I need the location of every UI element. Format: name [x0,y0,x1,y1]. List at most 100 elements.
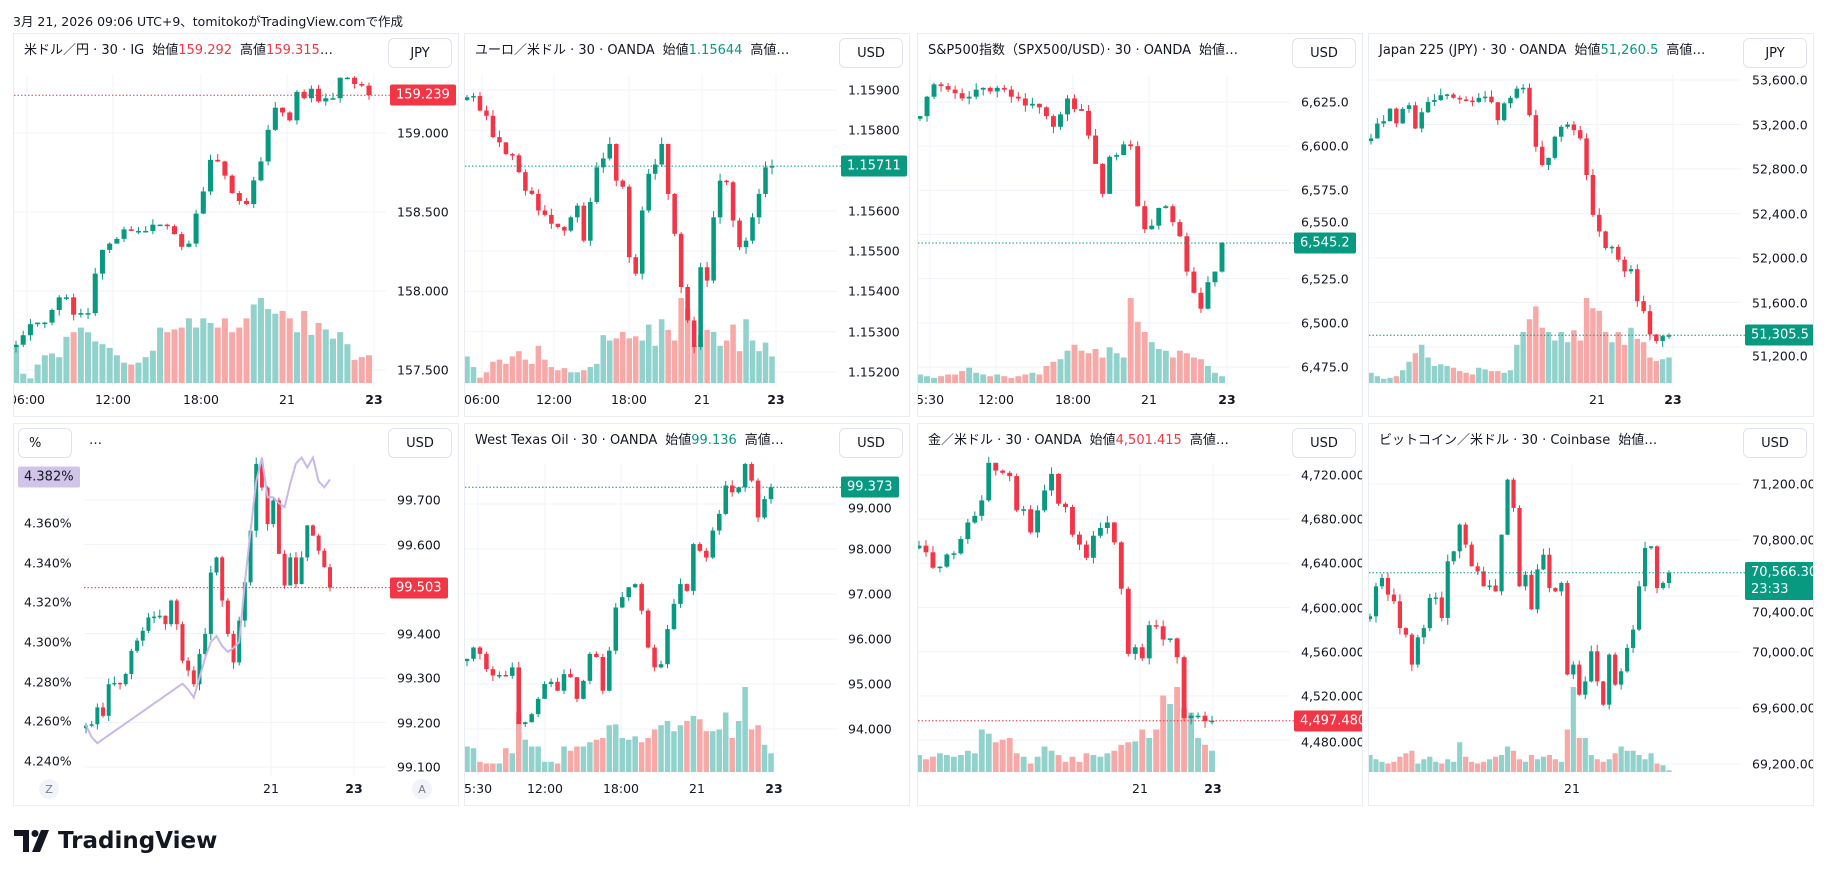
open-label: 始値 [665,433,692,448]
currency-button[interactable]: USD [839,428,903,458]
candle [958,539,964,554]
volume-bar [63,336,70,383]
symbol-title[interactable]: S&P500指数（SPX500/USD）· 30 · OANDA [928,43,1192,58]
currency-button[interactable]: JPY [1743,38,1807,68]
volume-bar [1369,372,1374,383]
chart-legend[interactable]: 金／米ドル · 30 · OANDA 始値4,501.415 高値… [928,433,1229,449]
volume-bar [1431,366,1438,383]
symbol-title[interactable]: 金／米ドル · 30 · OANDA [928,433,1082,448]
chart-canvas[interactable] [14,34,459,417]
candle [652,647,657,668]
chart-panel[interactable]: 1.15900 1.15800 1.15600 1.15500 1.15400 1.153… [464,33,910,417]
time-axis-tick-label: 18:00 [182,392,220,407]
candle [1107,156,1113,194]
volume-bar [1043,366,1050,383]
currency-button[interactable]: JPY [388,38,452,68]
candle [678,584,683,604]
symbol-title[interactable]: ユーロ／米ドル · 30 · OANDA [475,43,655,58]
candle [1369,616,1373,620]
chart-canvas[interactable] [1369,424,1814,806]
volume-bar [690,715,697,772]
scale-button-z[interactable]: Z [39,779,59,799]
volume-bar [924,376,930,383]
volume-bar [931,377,938,383]
currency-button[interactable]: USD [388,428,452,458]
volume-bar [645,738,651,772]
last-price-value: 4,497.480 [1300,713,1363,729]
volume-bar [1421,759,1427,772]
chart-panel[interactable]: 6,625.0 6,600.0 6,575.0 6,550.0 6,525.0 6,500… [917,33,1363,417]
candle [966,96,972,99]
symbol-title[interactable]: West Texas Oil · 30 · OANDA [475,433,658,448]
candle [1469,544,1474,567]
chart-canvas[interactable] [14,424,459,806]
tradingview-logo[interactable]: TradingView [14,828,217,854]
volume-bar [185,318,192,383]
chart-legend[interactable]: 米ドル／円 · 30 · IG 始値159.292 高値159.315… [24,43,333,59]
chart-panel[interactable]: 4,720.000 4,680.000 4,640.000 4,600.000 4,56… [917,423,1363,806]
currency-button[interactable]: USD [1292,428,1356,458]
chart-panel[interactable]: 71,200.00 70,800.00 70,400.00 70,000.00 69,6… [1368,423,1814,806]
chart-canvas[interactable] [465,424,910,806]
time-axis-tick-label: 06:00 [14,392,46,407]
volume-bar [638,742,645,772]
candle [497,137,502,143]
bar-countdown: 23:33 [1751,581,1789,597]
chart-panel[interactable]: 4.360% 4.340% 4.320% 4.300% 4.280% 4.260% 4.24… [13,423,459,806]
volume-bar [762,342,769,383]
symbol-title[interactable]: ビットコイン／米ドル · 30 · Coinbase [1379,433,1611,448]
candle [1118,542,1124,589]
volume-bar [1439,763,1445,772]
volume-bar [164,332,171,383]
chart-panel[interactable]: 99.000 98.000 97.000 96.000 95.000 94.000 5:30… [464,423,910,806]
volume-bar [128,364,135,383]
chart-legend[interactable]: West Texas Oil · 30 · OANDA 始値99.136 高値… [475,433,784,449]
volume-bar [470,748,477,772]
candle [959,93,965,99]
chart-canvas[interactable] [918,424,1363,806]
chart-panel[interactable]: 159.000 158.500 158.000 157.500 06:00 12:00 18… [13,33,459,417]
volume-bar [135,362,142,383]
chart-canvas[interactable] [465,34,910,417]
volume-bar [1176,350,1183,383]
candle [601,158,606,168]
candle [613,607,619,651]
chart-legend[interactable]: S&P500指数（SPX500/USD）· 30 · OANDA 始値… [928,43,1238,59]
volume-bar [1125,742,1132,772]
volume-bar [1564,729,1570,772]
symbol-title[interactable]: 米ドル／円 · 30 · IG [24,43,145,58]
volume-bar [1106,347,1113,383]
currency-button[interactable]: USD [1292,38,1356,68]
chart-canvas[interactable] [1369,34,1814,417]
candle [1444,94,1450,96]
chart-legend[interactable]: … [89,433,102,449]
candle [562,226,567,231]
currency-button[interactable]: USD [1743,428,1807,458]
chart-canvas[interactable] [918,34,1363,417]
candle [549,214,554,224]
price-axis-tick-label: 6,600.0 [1301,138,1349,154]
candle [121,229,127,239]
chart-panel[interactable]: 53,600.0 53,200.0 52,800.0 52,400.0 52,000.0… [1368,33,1814,417]
volume-bar [528,746,535,772]
chart-legend[interactable]: ユーロ／米ドル · 30 · OANDA 始値1.15644 高値… [475,43,789,59]
candle [1065,98,1070,115]
time-axis-tick-label: 23 [1204,781,1222,796]
scale-button-a[interactable]: A [412,779,432,799]
price-axis-tick-label: 1.15300 [848,324,900,340]
chart-legend[interactable]: ビットコイン／米ドル · 30 · Coinbase 始値… [1379,433,1657,449]
volume-bar [496,359,503,383]
candle [938,84,944,87]
volume-bar [229,332,236,383]
left-scale-unit-button[interactable]: % [18,428,72,458]
price-axis-tick-label: 97.000 [848,586,892,602]
volume-bar [964,750,971,772]
volume-bar [1139,729,1146,772]
chart-legend[interactable]: Japan 225 (JPY) · 30 · OANDA 始値51,260.5 高値… [1379,43,1705,59]
volume-bar [665,329,671,383]
candle [71,297,77,315]
candle [1660,336,1665,341]
symbol-title[interactable]: … [89,433,102,448]
symbol-title[interactable]: Japan 225 (JPY) · 30 · OANDA [1379,43,1567,58]
currency-button[interactable]: USD [839,38,903,68]
